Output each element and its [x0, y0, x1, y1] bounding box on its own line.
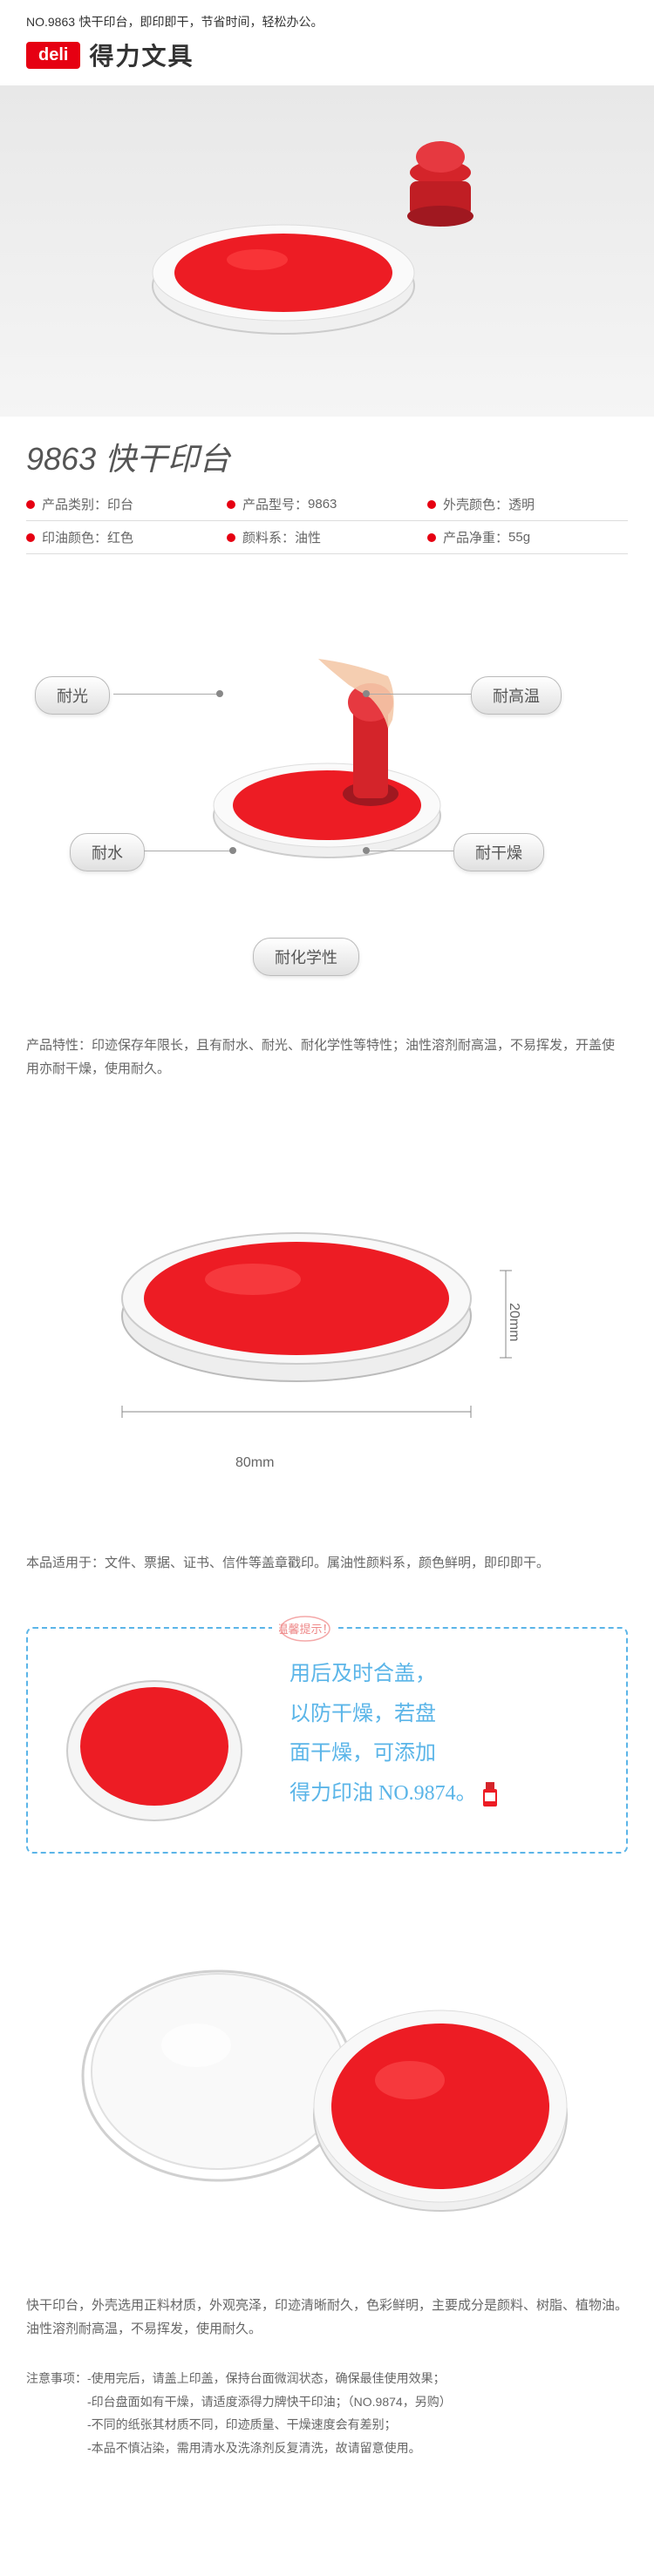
tip-label-text: 温馨提示！	[279, 1623, 331, 1636]
lid-section	[0, 1906, 654, 2276]
spec-cell: 印油颜色：红色	[26, 528, 227, 546]
spec-label: 产品净重：	[443, 528, 508, 546]
spec-label: 颜料系：	[242, 528, 295, 546]
bullet-icon	[427, 500, 436, 509]
spec-value: 55g	[508, 530, 530, 545]
notice-line: -印台盘面如有干燥，请适度添得力牌快干印油；（NO.9874，另购）	[87, 2395, 452, 2409]
desc-text: 印迹保存年限长，且有耐水、耐光、耐化学性等特性；油性溶剂耐高温，不易挥发，开盖使…	[26, 1038, 615, 1076]
tip-section: 温馨提示！ 用后及时合盖， 以防干燥，若盘 面干燥，可添加 得力印油 NO.98…	[0, 1601, 654, 1906]
feature-badge: 耐光	[35, 676, 110, 715]
width-label: 80mm	[235, 1455, 274, 1471]
title-bar: 9863 快干印台	[0, 417, 654, 488]
tip-line: 用后及时合盖，	[290, 1655, 609, 1695]
product-number-line: NO.9863 快干印台，即印即干，节省时间，轻松办公。	[26, 13, 628, 31]
desc-label: 产品特性：	[26, 1038, 92, 1053]
height-label: 20mm	[506, 1303, 521, 1341]
bullet-icon	[227, 533, 235, 542]
spec-row-1: 产品类别：印台 产品型号：9863 外壳颜色：透明	[26, 488, 628, 521]
tip-line: 以防干燥，若盘	[290, 1695, 609, 1735]
dimension-desc: 本品适用于：文件、票据、证书、信件等盖章戳印。属油性颜料系，颜色鲜明，即印即干。	[0, 1542, 654, 1601]
header: NO.9863 快干印台，即印即干，节省时间，轻松办公。 deli 得力文具	[0, 0, 654, 85]
spec-cell: 颜料系：油性	[227, 528, 427, 546]
notice-line: -不同的纸张其材质不同，印迹质量、干燥速度会有差别；	[87, 2417, 397, 2431]
spec-cell: 产品类别：印台	[26, 495, 227, 513]
hero-image	[0, 85, 654, 417]
bullet-icon	[26, 533, 35, 542]
tip-pad-illustration	[54, 1655, 255, 1829]
spec-label: 产品类别：	[42, 495, 107, 513]
product-tagline: 快干印台，即印即干，节省时间，轻松办公。	[79, 15, 324, 29]
tip-line: 面干燥，可添加	[290, 1734, 609, 1774]
bullet-icon	[26, 500, 35, 509]
spec-label: 印油颜色：	[42, 528, 107, 546]
spec-value: 红色	[107, 528, 133, 546]
feature-badge: 耐干燥	[453, 833, 544, 871]
tip-label: 温馨提示！	[272, 1615, 338, 1647]
feature-badge: 耐化学性	[253, 938, 359, 976]
spec-label: 外壳颜色：	[443, 495, 508, 513]
notice-title: 注意事项：	[26, 2371, 87, 2385]
footer-desc: 快干印台，外壳选用正料材质，外观亮泽，印迹清晰耐久，色彩鲜明，主要成分是颜料、树…	[0, 2276, 654, 2358]
lid-illustration	[65, 1923, 589, 2237]
notice-line: -本品不慎沾染，需用清水及洗涤剂反复清洗，故请留意使用。	[87, 2441, 421, 2455]
spec-cell: 外壳颜色：透明	[427, 495, 628, 513]
tip-line-text: 得力印油 NO.9874。	[290, 1782, 477, 1805]
bullet-icon	[427, 533, 436, 542]
feature-illustration	[179, 641, 475, 903]
spec-value: 油性	[295, 528, 321, 546]
dimension-illustration	[87, 1142, 541, 1473]
notice-section: 注意事项：-使用完后，请盖上印盖，保持台面微润状态，确保最佳使用效果； 注意事项…	[0, 2358, 654, 2494]
spec-row-2: 印油颜色：红色 颜料系：油性 产品净重：55g	[26, 521, 628, 554]
spec-cell: 产品净重：55g	[427, 528, 628, 546]
notice-line: -使用完后，请盖上印盖，保持台面微润状态，确保最佳使用效果；	[87, 2371, 446, 2385]
feature-desc: 产品特性：印迹保存年限长，且有耐水、耐光、耐化学性等特性；油性溶剂耐高温，不易挥…	[0, 1025, 654, 1107]
product-title: 9863 快干印台	[26, 434, 628, 479]
tip-line-4: 得力印油 NO.9874。	[290, 1774, 609, 1814]
spec-table: 产品类别：印台 产品型号：9863 外壳颜色：透明 印油颜色：红色 颜料系：油性…	[0, 488, 654, 572]
spec-value: 透明	[508, 495, 535, 513]
feature-badge: 耐高温	[471, 676, 562, 715]
logo-row: deli 得力文具	[26, 37, 628, 72]
hero-stamp-pad-illustration	[109, 112, 545, 390]
feature-section: 耐光 耐高温 耐水 耐干燥 耐化学性	[0, 572, 654, 1025]
tip-box: 温馨提示！ 用后及时合盖， 以防干燥，若盘 面干燥，可添加 得力印油 NO.98…	[26, 1627, 628, 1854]
logo-icon: deli	[26, 42, 80, 69]
spec-value: 9863	[308, 497, 337, 512]
spec-value: 印台	[107, 495, 133, 513]
product-no: NO.9863	[26, 15, 75, 29]
feature-badge: 耐水	[70, 833, 145, 871]
ink-bottle-icon	[480, 1780, 500, 1808]
spec-cell: 产品型号：9863	[227, 495, 427, 513]
brand-text: 得力文具	[89, 37, 194, 72]
dimension-section: 80mm 20mm	[0, 1107, 654, 1542]
bullet-icon	[227, 500, 235, 509]
spec-label: 产品型号：	[242, 495, 308, 513]
